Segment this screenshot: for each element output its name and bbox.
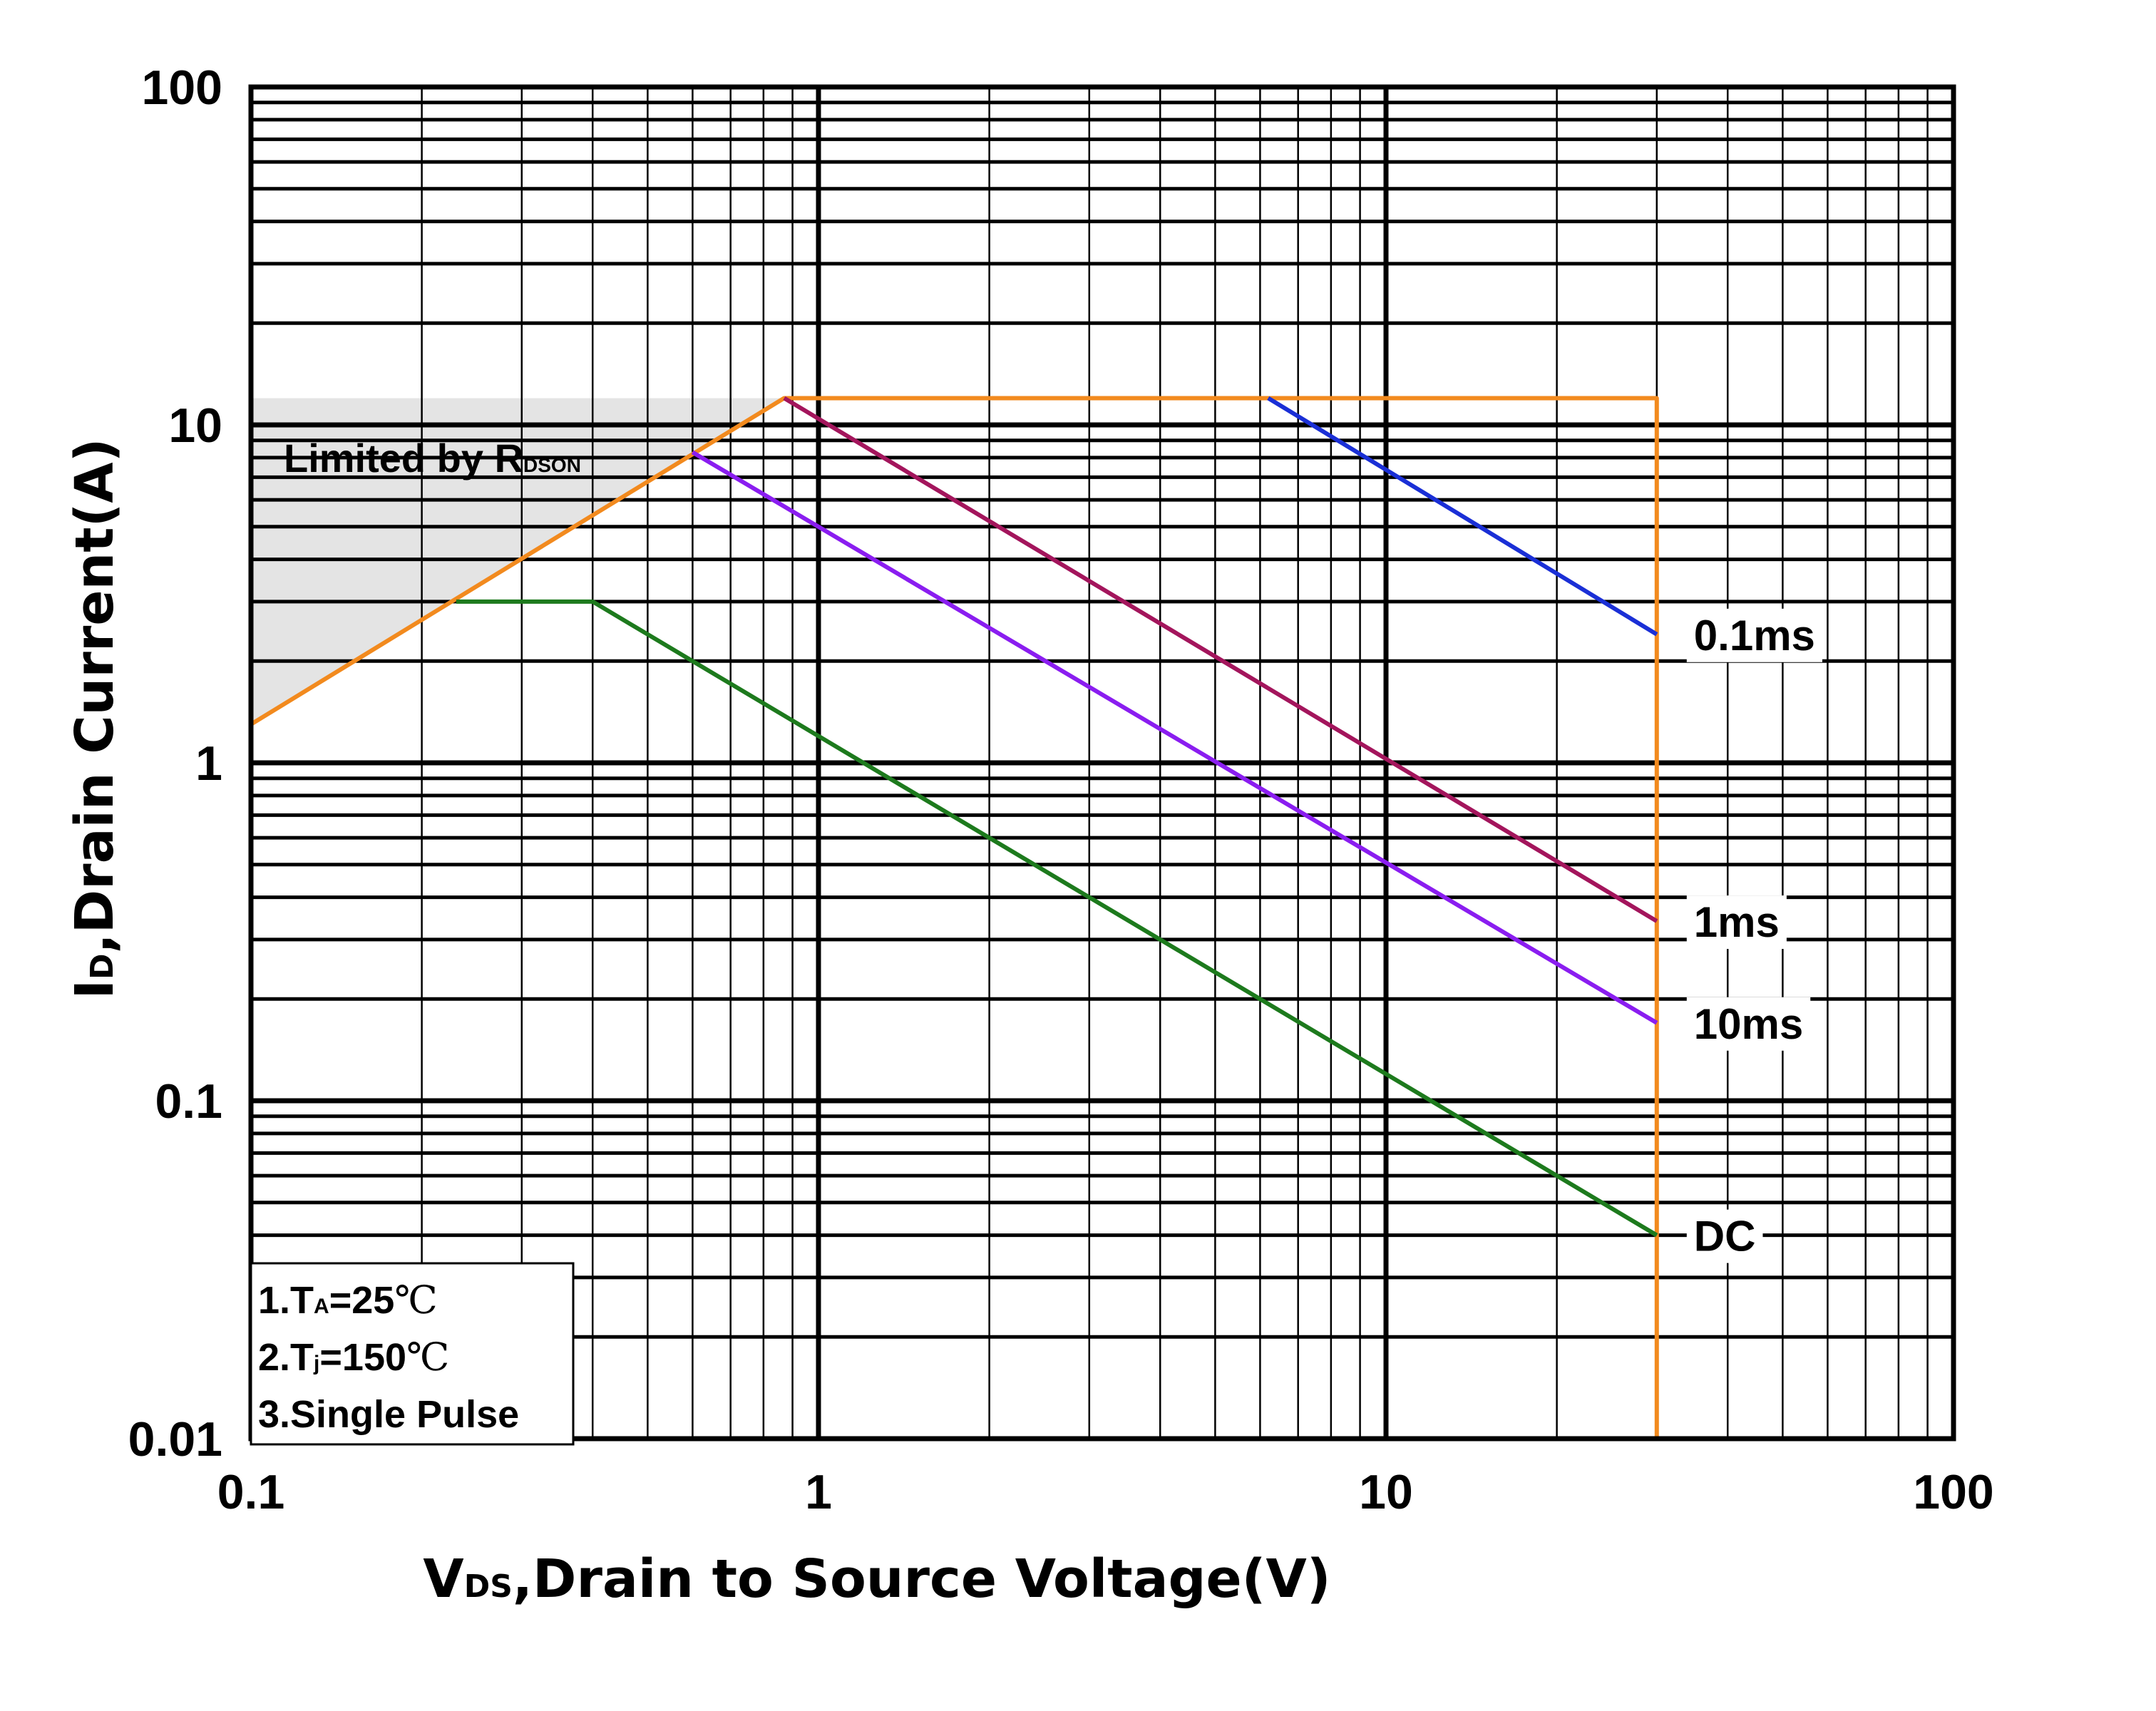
x-axis-title: VDS,Drain to Source Voltage(V) — [423, 1548, 1330, 1610]
y-axis-title: ID,Drain Current(A) — [64, 438, 125, 1000]
note-2-prefix: 2.T — [258, 1336, 314, 1379]
y-tick-label: 1 — [195, 736, 222, 791]
curve-label-background — [1686, 608, 1822, 662]
curve-label-background — [1686, 1209, 1763, 1263]
rdson-label-sub: DSON — [523, 454, 581, 476]
curve-label-0-1ms: 0.1ms — [1694, 612, 1815, 659]
y-axis-title-main: I — [64, 980, 125, 1000]
series-dc-line — [456, 599, 1658, 1238]
curves — [250, 396, 1659, 1439]
y-tick-labels: 0.01 0.1 1 10 100 — [128, 61, 222, 1466]
note-2: 2.Tj=150℃ — [258, 1335, 449, 1379]
x-tick-label: 100 — [1913, 1465, 1993, 1519]
note-2-sub: j — [313, 1352, 319, 1375]
note-1-value: =25 — [329, 1279, 395, 1322]
note-3: 3.Single Pulse — [258, 1393, 519, 1436]
curve-label-1ms: 1ms — [1694, 898, 1780, 946]
note-1: 1.TA=25℃ — [258, 1278, 438, 1322]
curve-label-dc: DC — [1694, 1213, 1756, 1260]
y-tick-label: 10 — [168, 399, 222, 453]
curve-label-background — [1686, 997, 1811, 1051]
x-tick-label: 0.1 — [217, 1465, 285, 1519]
series-10ms-line — [691, 450, 1658, 1025]
y-tick-label: 0.01 — [128, 1412, 222, 1466]
note-2-unit: ℃ — [406, 1335, 449, 1379]
y-axis-title-sub: D — [84, 953, 120, 980]
series-boundary-line — [250, 396, 1659, 1439]
note-1-prefix: 1.T — [258, 1279, 314, 1322]
y-axis-title-rest: ,Drain Current(A) — [64, 438, 125, 954]
note-1-sub: A — [314, 1295, 329, 1318]
x-tick-label: 1 — [805, 1465, 832, 1519]
curve-label-10ms: 10ms — [1694, 1000, 1803, 1048]
rdson-label-main: Limited by R — [284, 436, 523, 481]
series-1ms-line — [783, 396, 1658, 923]
x-tick-label: 10 — [1359, 1465, 1413, 1519]
rdson-label: Limited by RDSON — [284, 436, 581, 481]
curve-labels: 0.1ms 1ms 10ms DC — [1686, 608, 1822, 1263]
curve-label-background — [1686, 895, 1787, 950]
series-0-1ms-line — [1267, 396, 1658, 637]
note-3-prefix: 3.Single Pulse — [258, 1393, 519, 1436]
x-axis-title-rest: ,Drain to Source Voltage(V) — [513, 1548, 1331, 1610]
note-1-unit: ℃ — [394, 1278, 437, 1322]
x-tick-labels: 0.1 1 10 100 — [217, 1465, 1994, 1519]
notes-box-frame — [250, 1262, 575, 1446]
note-2-value: =150 — [319, 1336, 406, 1379]
x-axis-title-sub: DS — [464, 1568, 513, 1605]
notes-box: 1.TA=25℃ 2.Tj=150℃ 3.Single Pulse — [250, 1262, 575, 1446]
x-axis-title-main: V — [423, 1548, 463, 1610]
y-tick-label: 0.1 — [155, 1074, 222, 1129]
y-tick-label: 100 — [142, 61, 222, 115]
plot-frame — [248, 84, 1956, 1442]
grid-lines — [251, 87, 1954, 1439]
